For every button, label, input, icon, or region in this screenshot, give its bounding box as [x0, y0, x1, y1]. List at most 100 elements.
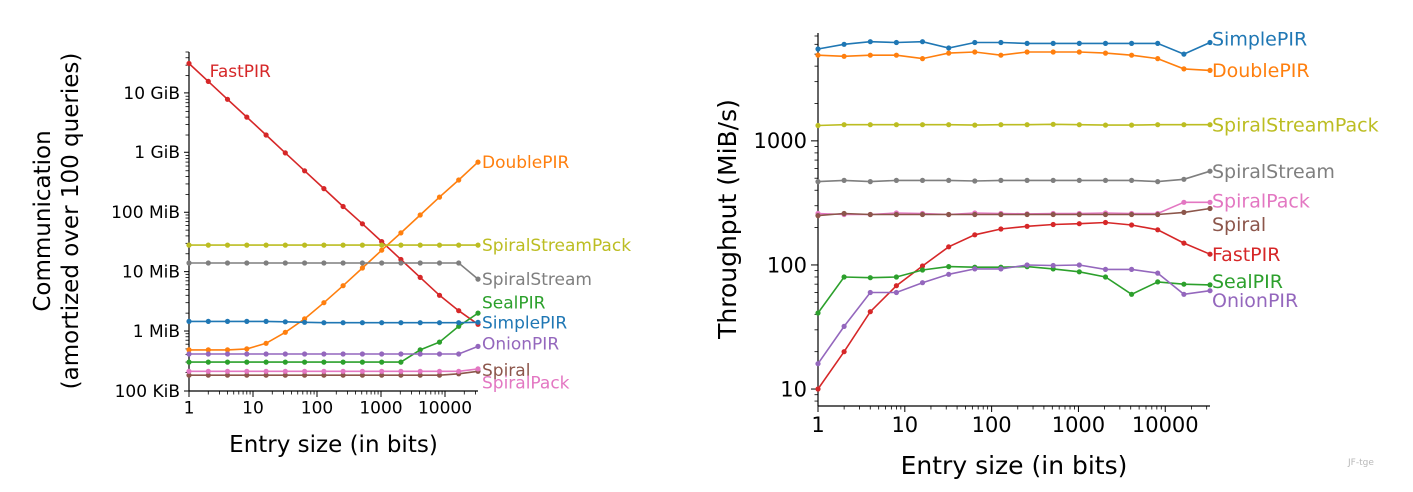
data-point-onionpir — [1102, 266, 1109, 272]
data-point-spiralstream — [475, 276, 481, 282]
data-point-spiralstreampack — [893, 122, 900, 128]
series-fastpir: FastPIR — [186, 60, 481, 327]
data-point-spiralstreampack — [1102, 122, 1109, 128]
data-point-doublepir — [205, 347, 211, 353]
data-point-spiralstreampack — [1129, 122, 1135, 128]
data-point-simplepir — [205, 318, 211, 324]
series-onionpir: OnionPIR — [815, 262, 1298, 367]
data-point-simplepir — [1207, 39, 1213, 46]
data-point-spiralstream — [1076, 177, 1082, 183]
x-tick-label: 1000 — [1052, 413, 1105, 437]
data-point-sealpir — [1155, 279, 1161, 285]
data-point-sealpir — [205, 359, 211, 365]
data-point-spiral — [946, 211, 952, 218]
x-tick-label: 10000 — [1132, 413, 1199, 437]
data-point-spiralstream — [359, 260, 365, 266]
data-point-onionpir — [1181, 291, 1187, 297]
data-point-fastpir — [1050, 221, 1056, 228]
data-point-spiral — [1050, 211, 1056, 218]
data-point-fastpir — [867, 309, 873, 315]
data-point-spiral — [972, 211, 978, 218]
data-point-doublepir — [1155, 56, 1161, 62]
data-point-fastpir — [224, 96, 231, 102]
data-point-simplepir — [379, 320, 385, 326]
series-spiral: Spiral — [186, 361, 530, 381]
data-point-doublepir — [398, 230, 404, 236]
series-fastpir: FastPIR — [815, 219, 1280, 392]
data-point-spiralpack — [1181, 199, 1187, 205]
data-point-spiralstream — [263, 260, 269, 266]
data-point-onionpir — [186, 351, 192, 357]
data-point-spiralstream — [1024, 177, 1030, 183]
data-point-spiralpack — [417, 368, 423, 374]
series-line-spiralstream — [189, 262, 479, 280]
data-point-spiralpack — [263, 368, 269, 374]
data-point-spiral — [321, 372, 327, 378]
series-label-spiral: Spiral — [1212, 214, 1266, 236]
data-point-spiralstream — [1050, 177, 1056, 183]
data-point-fastpir — [282, 150, 288, 156]
data-point-fastpir — [321, 186, 327, 192]
data-point-sealpir — [1102, 274, 1109, 280]
data-point-spiralstreampack — [379, 242, 385, 248]
series-label-doublepir: DoublePIR — [482, 153, 570, 173]
data-point-onionpir — [1129, 266, 1135, 272]
data-point-spiralstreampack — [946, 122, 952, 128]
data-point-spiral — [893, 211, 900, 218]
data-point-fastpir — [1024, 223, 1030, 229]
series-line-doublepir — [189, 161, 479, 351]
series-line-doublepir — [817, 51, 1211, 72]
data-point-fastpir — [1129, 222, 1135, 228]
data-point-spiralstreampack — [263, 242, 269, 248]
x-tick-label: 10 — [242, 398, 264, 418]
series-label-fastpir: FastPIR — [210, 62, 271, 82]
data-point-spiralstreampack — [815, 122, 821, 129]
data-point-spiralstreampack — [841, 122, 847, 128]
data-point-spiralstream — [893, 177, 900, 183]
data-point-onionpir — [475, 343, 481, 349]
data-point-spiralpack — [282, 368, 288, 374]
data-point-simplepir — [475, 319, 481, 325]
throughput-chart: 1 10 100 1000 10000101001000SimplePIRDoubleP… — [713, 28, 1379, 480]
data-point-onionpir — [1207, 288, 1213, 294]
data-point-spiralstreampack — [972, 122, 978, 128]
data-point-spiral — [436, 372, 443, 378]
data-point-onionpir — [998, 266, 1004, 272]
data-point-simplepir — [244, 318, 250, 324]
series-label-spiral: Spiral — [482, 361, 530, 381]
data-point-spiralstream — [1155, 179, 1161, 185]
data-point-spiral — [1076, 211, 1082, 218]
data-point-spiralstream — [436, 260, 443, 266]
data-point-onionpir — [224, 351, 231, 357]
data-point-doublepir — [321, 300, 327, 306]
data-point-simplepir — [456, 320, 462, 326]
data-point-fastpir — [263, 132, 269, 138]
data-point-sealpir — [379, 359, 385, 365]
data-point-sealpir — [1207, 282, 1213, 288]
data-point-spiralstream — [398, 260, 404, 266]
data-point-onionpir — [436, 351, 443, 357]
data-point-spiralstream — [972, 178, 978, 184]
data-point-fastpir — [1102, 219, 1109, 226]
x-tick-label: 1 — [811, 413, 824, 437]
data-point-onionpir — [972, 266, 978, 272]
data-point-spiralpack — [456, 368, 462, 374]
data-point-sealpir — [893, 274, 900, 280]
data-point-spiralpack — [340, 368, 346, 374]
series-spiralstreampack: SpiralStreamPack — [815, 114, 1379, 136]
data-point-spiral — [282, 372, 288, 378]
data-point-simplepir — [398, 320, 404, 326]
data-point-onionpir — [417, 351, 423, 357]
data-point-spiral — [263, 372, 269, 378]
x-axis-title: Entry size (in bits) — [901, 451, 1128, 480]
series-label-simplepir: SimplePIR — [482, 313, 567, 333]
data-point-sealpir — [398, 359, 404, 365]
y-tick-label: 1 MiB — [133, 322, 180, 342]
series-line-fastpir — [188, 62, 479, 325]
data-point-spiralstream — [1207, 168, 1213, 174]
series-label-onionpir: OnionPIR — [482, 334, 559, 354]
series-label-spiralstreampack: SpiralStreamPack — [482, 236, 631, 256]
data-point-spiralstream — [1102, 177, 1109, 183]
data-point-spiral — [244, 372, 250, 378]
